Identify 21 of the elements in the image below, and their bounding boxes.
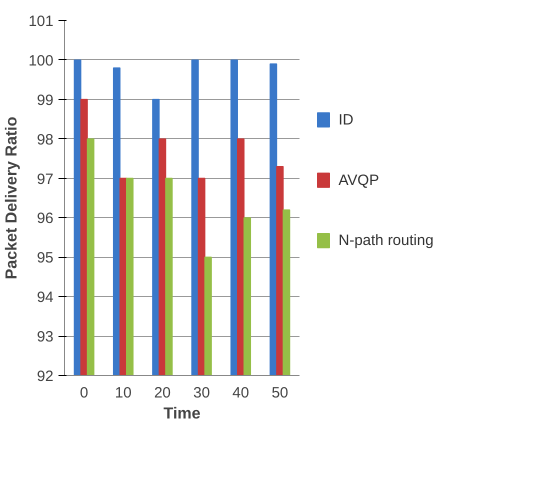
y-axis-title: Packet Delivery Ratio xyxy=(3,116,20,280)
y-tick-label: 96 xyxy=(36,210,54,228)
y-tick-label: 93 xyxy=(36,328,54,346)
x-tick-label: 20 xyxy=(154,384,171,402)
x-tick-label: 30 xyxy=(193,384,210,402)
y-tick-label: 94 xyxy=(36,289,54,306)
y-tick-label: 99 xyxy=(36,92,54,109)
x-tick-label: 40 xyxy=(232,384,250,402)
y-tick-label: 97 xyxy=(36,170,54,188)
y-tick-label: 100 xyxy=(28,52,54,70)
x-tick-label: 50 xyxy=(272,384,288,402)
x-axis-title: Time xyxy=(163,406,201,422)
legend-label: ID xyxy=(338,111,354,128)
legend-label: AVQP xyxy=(338,172,380,189)
y-tick-label: 101 xyxy=(28,13,54,30)
y-tick-label: 92 xyxy=(36,368,54,385)
y-tick-label: 98 xyxy=(36,131,54,148)
x-tick-label: 0 xyxy=(80,384,88,402)
x-tick-label: 10 xyxy=(114,384,132,402)
legend-label: N-path routing xyxy=(338,232,434,250)
y-tick-label: 95 xyxy=(36,250,54,267)
